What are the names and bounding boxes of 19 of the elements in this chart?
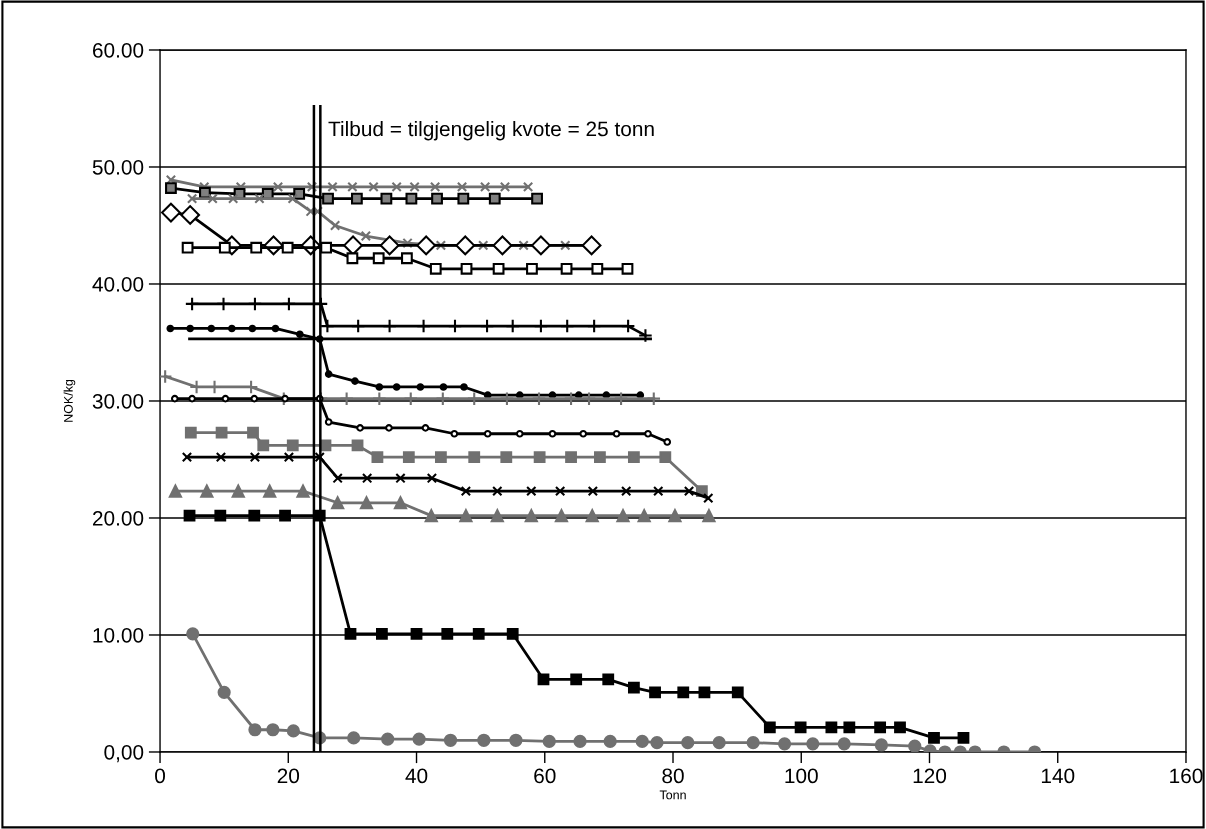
x-tick-label: 120 xyxy=(913,768,947,784)
x-tick-label: 60 xyxy=(534,768,556,784)
y-tick-label: 0,00 xyxy=(104,744,144,763)
y-tick-label: 40.00 xyxy=(92,276,144,292)
x-tick-label: 80 xyxy=(662,768,684,784)
y-axis-title: NOK/kg xyxy=(63,379,76,422)
y-tick-label: 20.00 xyxy=(92,510,144,526)
x-tick-label: 0 xyxy=(155,768,166,784)
y-tick-label: 30.00 xyxy=(92,393,144,409)
y-tick-label: 10.00 xyxy=(93,627,144,643)
x-tick-label: 20 xyxy=(277,768,300,784)
x-tick-label: 160 xyxy=(1170,768,1203,784)
ref-line-label: Tilbud = tilgjengelig kvote = 25 tonn xyxy=(328,121,654,141)
y-tick-label: 50.00 xyxy=(92,159,144,175)
x-tick-label: 100 xyxy=(785,768,818,784)
y-tick-label: 60.00 xyxy=(92,42,144,58)
x-tick-label: 40 xyxy=(405,768,428,784)
x-tick-label: 140 xyxy=(1041,768,1075,784)
x-axis-title: Tonn xyxy=(659,790,686,800)
